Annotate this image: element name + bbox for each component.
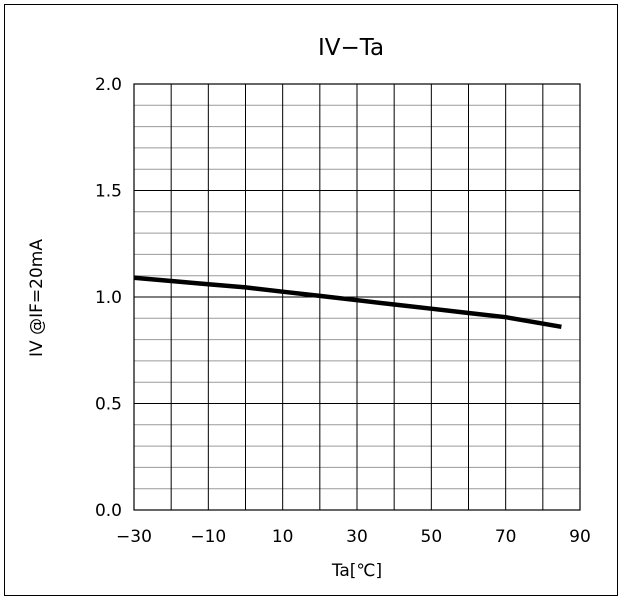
- y-tick-label: 0.0: [95, 501, 122, 521]
- chart-title: IV−Ta: [318, 35, 384, 61]
- y-axis-label: IV @IF=20mA: [27, 239, 47, 357]
- x-axis-label: Ta[℃]: [331, 561, 382, 581]
- series-layer: [133, 275, 562, 330]
- y-tick-label: 1.0: [95, 288, 122, 308]
- grid: [133, 83, 581, 511]
- y-tick-label: 0.5: [95, 395, 122, 415]
- x-tick-label: −10: [190, 527, 226, 547]
- x-tick-label: 50: [421, 527, 443, 547]
- series-line: [133, 275, 562, 330]
- y-tick-label: 2.0: [95, 75, 122, 95]
- plot-border: [133, 83, 581, 511]
- y-tick-label: 1.5: [95, 182, 122, 202]
- x-tick-label: −30: [116, 527, 152, 547]
- x-tick-label: 70: [495, 527, 517, 547]
- x-tick-label: 90: [569, 527, 591, 547]
- tick-labels: 0.0 0.5 1.0 1.5 2.0 −30 −10 10 30 50 70 90: [95, 75, 591, 547]
- x-tick-label: 10: [272, 527, 294, 547]
- x-tick-label: 30: [346, 527, 368, 547]
